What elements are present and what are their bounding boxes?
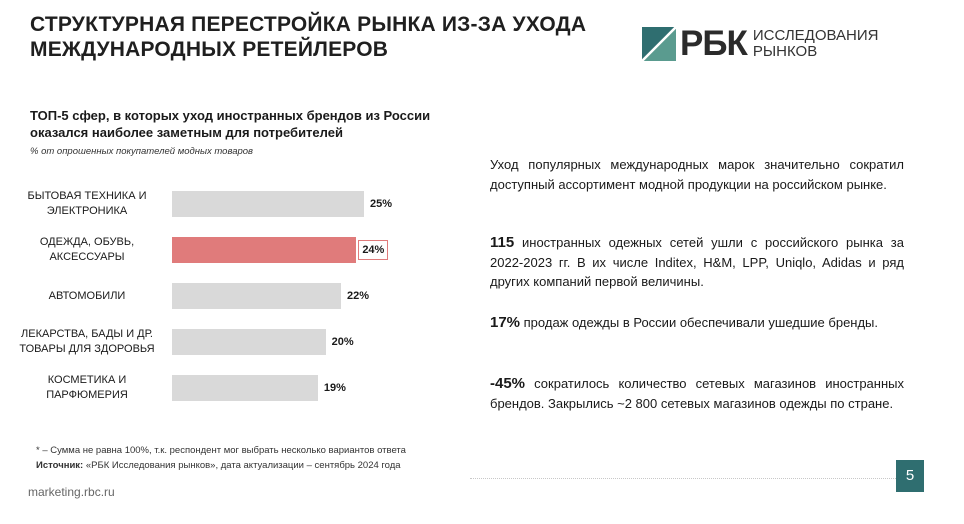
category-label: ЛЕКАРСТВА, БАДЫ И ДР. ТОВАРЫ ДЛЯ ЗДОРОВЬЯ xyxy=(12,327,162,357)
rbk-logo-mark-icon xyxy=(642,27,676,61)
logo-subtitle-line2: РЫНКОВ xyxy=(752,43,818,60)
category-label-line: ЭЛЕКТРОНИКА xyxy=(46,205,128,217)
bar xyxy=(172,191,364,217)
page-number: 5 xyxy=(896,460,924,492)
fact-sales-share: 17% продаж одежды в России обеспечивали … xyxy=(490,313,904,333)
fact-networks-text: иностранных одежных сетей ушли с российс… xyxy=(490,235,904,289)
bar xyxy=(172,237,357,263)
category-label-line: АКСЕССУАРЫ xyxy=(49,251,125,263)
fact-stores-number: -45% xyxy=(490,375,526,392)
category-label-line: ПАРФЮМЕРИЯ xyxy=(46,389,128,401)
fact-networks-number: 115 xyxy=(490,234,515,251)
source-text: «РБК Исследования рынков», дата актуализ… xyxy=(83,460,401,471)
fact-intro-text: Уход популярных международных марок знач… xyxy=(490,157,904,192)
chart-subtitle: % от опрошенных покупателей модных товар… xyxy=(30,146,254,157)
category-label: БЫТОВАЯ ТЕХНИКА И ЭЛЕКТРОНИКА xyxy=(12,189,162,219)
rbk-logo: РБК ИССЛЕДОВАНИЯ РЫНКОВ xyxy=(642,24,878,64)
bar-value-label: 24% xyxy=(358,240,389,260)
source-note: Источник: «РБК Исследования рынков», дат… xyxy=(36,460,401,471)
fact-sales-text: продаж одежды в России обеспечивали ушед… xyxy=(520,315,879,330)
bar-value-label: 25% xyxy=(370,198,393,210)
footnote: * – Сумма не равна 100%, т.к. респондент… xyxy=(36,445,406,456)
logo-subtitle-line1: ИССЛЕДОВАНИЯ xyxy=(752,27,879,44)
category-label-line: ЛЕКАРСТВА, БАДЫ И ДР. xyxy=(21,328,153,340)
footer-divider xyxy=(470,478,900,479)
category-label-line: БЫТОВАЯ ТЕХНИКА И xyxy=(27,190,147,202)
fact-stores-text: сократилось количество сетевых магазинов… xyxy=(490,376,904,411)
bar xyxy=(172,283,341,309)
category-label: АВТОМОБИЛИ xyxy=(12,289,162,304)
page-title: СТРУКТУРНАЯ ПЕРЕСТРОЙКА РЫНКА ИЗ-ЗА УХОД… xyxy=(30,13,587,61)
category-label: ОДЕЖДА, ОБУВЬ, АКСЕССУАРЫ xyxy=(12,235,162,265)
bar-value-label: 20% xyxy=(331,336,354,348)
logo-subtitle: ИССЛЕДОВАНИЯ РЫНКОВ xyxy=(753,28,879,60)
category-label-line: ТОВАРЫ ДЛЯ ЗДОРОВЬЯ xyxy=(19,343,155,355)
fact-sales-number: 17% xyxy=(490,314,521,331)
logo-wordmark: РБК xyxy=(680,24,748,63)
fact-stores: -45% сократилось количество сетевых мага… xyxy=(490,374,904,413)
source-label: Источник: xyxy=(36,460,84,471)
fact-networks: 115 иностранных одежных сетей ушли с рос… xyxy=(490,233,904,292)
footer-site[interactable]: marketing.rbc.ru xyxy=(28,485,115,499)
bar-value-label: 22% xyxy=(346,290,369,302)
bar xyxy=(172,375,318,401)
bar xyxy=(172,329,326,355)
category-label-line: ОДЕЖДА, ОБУВЬ, xyxy=(39,236,135,248)
fact-intro: Уход популярных международных марок знач… xyxy=(490,155,904,194)
bar-value-label: 19% xyxy=(323,382,346,394)
category-label: КОСМЕТИКА И ПАРФЮМЕРИЯ xyxy=(12,373,162,403)
category-label-line: АВТОМОБИЛИ xyxy=(48,289,126,302)
chart-title: ТОП-5 сфер, в которых уход иностранных б… xyxy=(30,108,431,140)
category-label-line: КОСМЕТИКА И xyxy=(47,374,127,386)
